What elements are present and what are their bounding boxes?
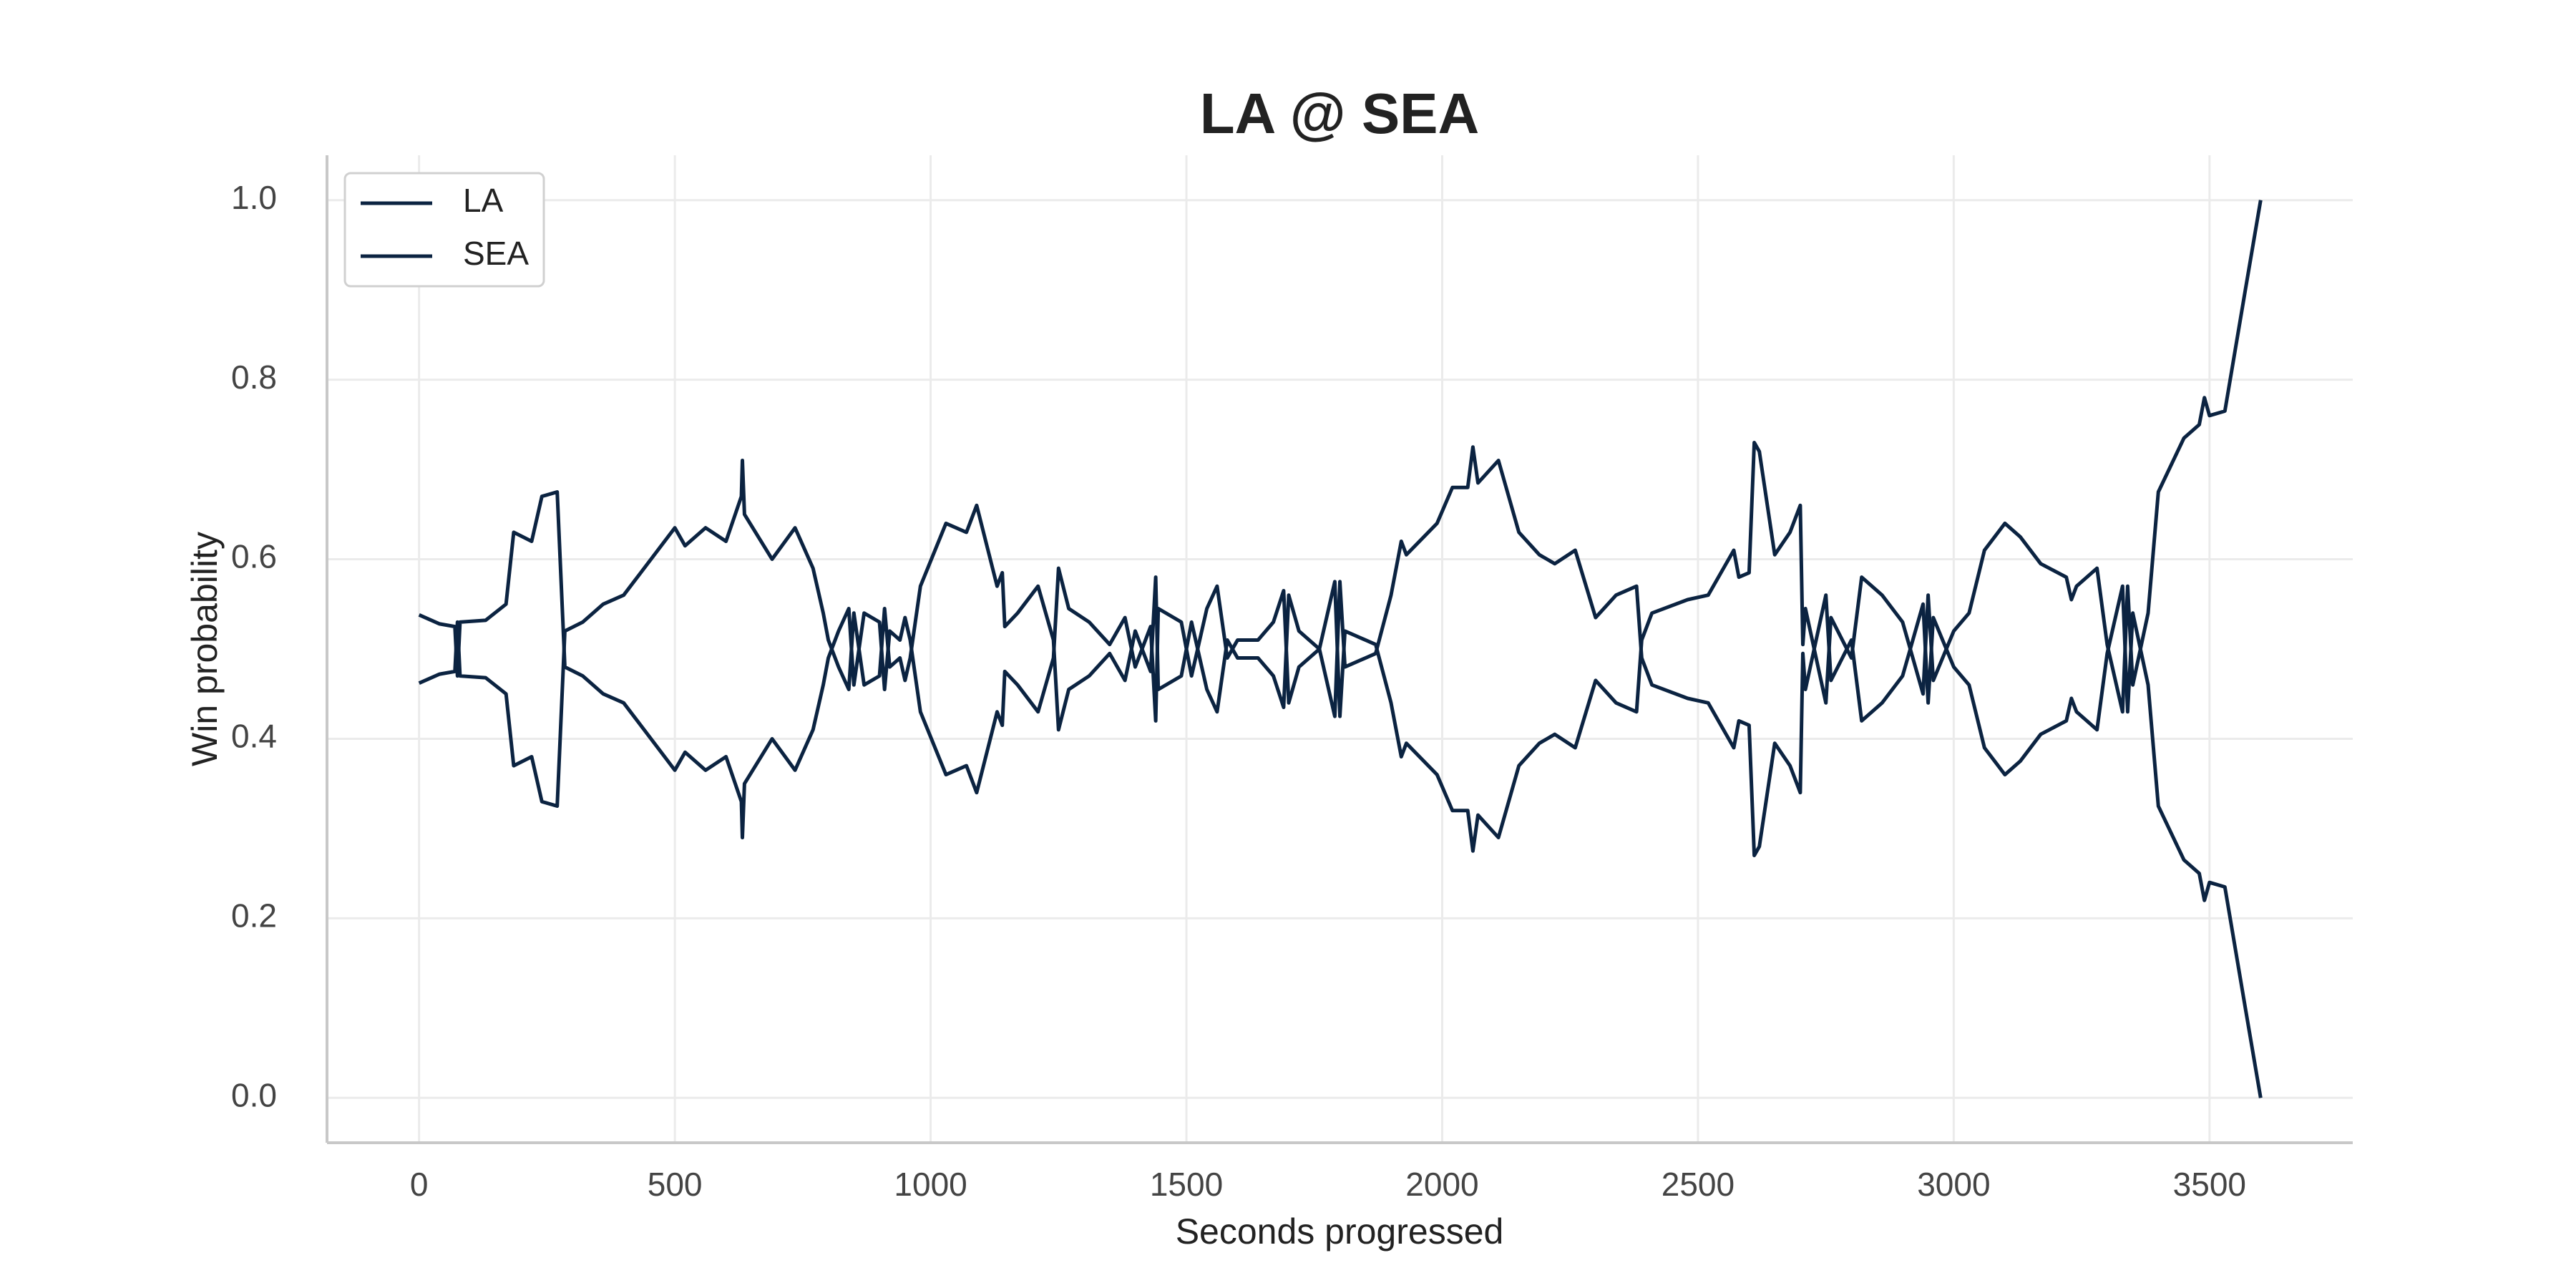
- x-tick-label: 3500: [2173, 1166, 2246, 1203]
- x-tick-label: 1000: [894, 1166, 967, 1203]
- y-tick-label: 0.0: [231, 1076, 277, 1113]
- x-axis-label: Seconds progressed: [1176, 1211, 1504, 1252]
- y-tick-label: 0.2: [231, 897, 277, 935]
- x-tick-label: 1500: [1150, 1166, 1223, 1203]
- x-tick-label: 2500: [1662, 1166, 1735, 1203]
- x-tick-label: 3000: [1917, 1166, 1990, 1203]
- x-tick-label: 2000: [1405, 1166, 1478, 1203]
- chart-title: LA @ SEA: [1200, 82, 1480, 145]
- x-tick-label: 500: [648, 1166, 703, 1203]
- legend: LA SEA: [343, 172, 545, 288]
- y-axis-label: Win probability: [185, 532, 225, 766]
- series-line: [418, 445, 2263, 1098]
- y-tick-label: 0.8: [231, 358, 277, 396]
- x-tick-label: 0: [410, 1166, 429, 1203]
- y-tick-label: 0.6: [231, 538, 277, 575]
- legend-label: SEA: [463, 235, 529, 272]
- y-tick-label: 1.0: [231, 179, 277, 216]
- legend-label: LA: [463, 182, 504, 219]
- y-tick-label: 0.4: [231, 718, 277, 755]
- series-line: [418, 200, 2263, 853]
